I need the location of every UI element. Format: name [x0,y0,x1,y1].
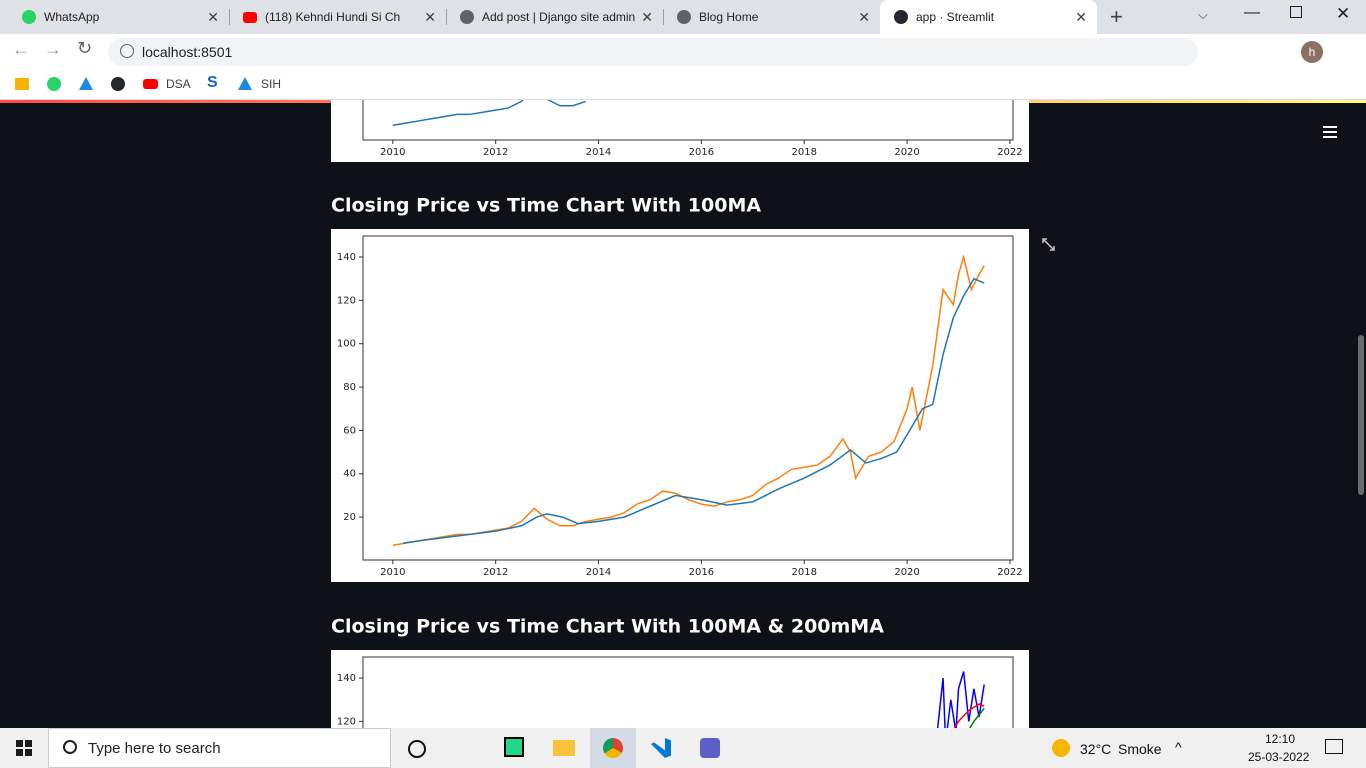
profile[interactable]: h [1301,41,1323,63]
tab-title: WhatsApp [44,10,100,24]
price-line [969,707,985,728]
y-tick-label: 140 [337,673,356,684]
app-teams[interactable] [700,738,720,758]
start[interactable] [16,740,32,756]
x-tick-label: 2020 [894,567,919,578]
y-tick-label: 80 [343,382,356,393]
chart-heading: Closing Price vs Time Chart With 100MA &… [331,616,884,638]
temperature[interactable]: 32°C [1080,741,1112,757]
scrollbar[interactable] [1358,335,1364,495]
forward[interactable]: → [44,39,62,59]
bookmark[interactable]: SIH [261,77,282,91]
weather[interactable]: Smoke [1118,741,1162,757]
search-placeholder: Type here to search [88,740,221,757]
close[interactable]: ✕ [1336,4,1351,23]
x-tick-label: 2018 [791,567,816,578]
bookmark-icon[interactable]: S [207,74,218,91]
x-tick-label: 2012 [483,147,508,158]
tab-title: Blog Home [699,10,759,24]
tab-search[interactable]: ⌵ [1198,7,1208,22]
y-tick-label: 40 [343,469,356,480]
y-tick-label: 120 [337,295,356,306]
tab-title: app · Streamlit [916,10,995,24]
x-tick-label: 2020 [894,147,919,158]
price-line [403,277,985,544]
date[interactable]: 25-03-2022 [1248,750,1310,764]
url: localhost:8501 [142,44,233,60]
plot-frame [362,100,1014,141]
fullscreen-icon[interactable] [1042,238,1055,251]
chart-heading: Closing Price vs Time Chart With 100MA [331,195,761,217]
bookmark-icon[interactable] [79,77,93,90]
chart: Closing Price vs Time Chart With 100MA &… [331,616,1029,728]
notifications[interactable] [1325,739,1343,754]
app-pycharm[interactable] [504,737,524,757]
y-tick-label: 60 [343,425,356,436]
task-view[interactable] [408,740,426,758]
plot-frame [362,235,1014,561]
tab-title: Add post | Django site admin [482,10,636,24]
address-bar[interactable] [108,38,1198,66]
bookmark-icon[interactable] [15,78,29,90]
tab[interactable]: WhatsApp ✕ [8,0,229,34]
tray-arrow[interactable]: ^ [1175,739,1182,755]
new-tab[interactable]: + [1110,4,1123,29]
app-chrome[interactable] [603,738,623,758]
y-tick-label: 140 [337,252,356,263]
y-tick-label: 100 [337,339,356,350]
restore[interactable] [1290,6,1302,18]
bookmarks-bar: S [0,68,1366,100]
minimize[interactable]: — [1244,4,1260,21]
bookmark-icon[interactable] [47,77,61,91]
x-tick-label: 2016 [689,567,714,578]
tab-active[interactable]: app · Streamlit ✕ [880,0,1097,34]
app-explorer[interactable] [553,740,575,756]
plot-frame [362,656,1014,728]
x-tick-label: 2018 [791,147,816,158]
x-tick-label: 2016 [689,147,714,158]
x-tick-label: 2010 [380,567,405,578]
tab[interactable]: Add post | Django site admin ✕ [446,0,663,34]
x-tick-label: 2012 [483,567,508,578]
price-line [936,671,985,728]
price-line [392,100,586,126]
price-line [953,703,985,728]
menu[interactable] [1323,126,1337,138]
search-box[interactable] [48,728,391,768]
bookmark[interactable]: DSA [166,77,191,91]
chart: 2010 2012 2014 2016 2018 2020 2022 [331,100,1029,162]
x-tick-label: 2014 [586,567,611,578]
weather-icon[interactable] [1052,739,1070,757]
tab-bar: WhatsApp ✕ (118) Kehndi Hundi Si Ch ✕ Add … [0,0,1366,34]
tab[interactable]: (118) Kehndi Hundi Si Ch ✕ [229,0,446,34]
bookmark-icon[interactable] [111,77,125,91]
x-tick-label: 2014 [586,147,611,158]
app-vscode[interactable] [651,738,671,758]
bookmark-icon[interactable] [143,79,158,89]
site-info[interactable] [120,44,134,58]
search-icon [63,740,77,754]
chart-image [331,650,1029,728]
y-tick-label: 120 [337,716,356,727]
chart-image [331,100,1029,162]
bookmark-icon[interactable] [238,77,252,90]
chart-image [331,229,1029,582]
chart: Closing Price vs Time Chart With 100MA 20… [331,195,1029,582]
back[interactable]: ← [12,39,30,59]
x-tick-label: 2010 [380,147,405,158]
tab-title: (118) Kehndi Hundi Si Ch [265,10,401,24]
x-tick-label: 2022 [997,567,1022,578]
y-tick-label: 20 [343,512,356,523]
clock[interactable]: 12:10 [1265,732,1296,746]
tab[interactable]: Blog Home ✕ [663,0,880,34]
x-tick-label: 2022 [997,147,1022,158]
reload[interactable]: ↻ [77,38,93,58]
